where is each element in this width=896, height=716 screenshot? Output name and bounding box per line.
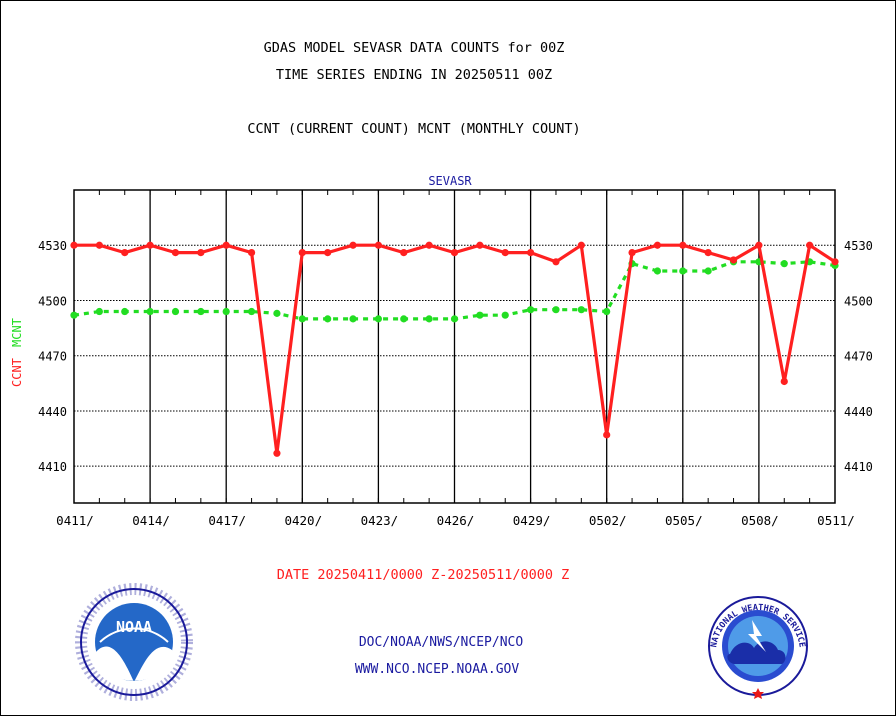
point-mcnt <box>679 267 687 275</box>
point-mcnt <box>501 311 509 319</box>
point-ccnt <box>806 241 814 249</box>
plot-frame <box>73 189 836 504</box>
point-mcnt <box>425 315 433 323</box>
noaa-logo-text: NOAA <box>116 618 152 636</box>
org-line: DOC/NOAA/NWS/NCEP/NCO <box>359 635 524 650</box>
point-mcnt <box>247 307 256 316</box>
point-ccnt <box>146 241 154 249</box>
point-mcnt <box>704 267 712 275</box>
point-mcnt <box>222 307 230 316</box>
point-ccnt <box>324 249 332 257</box>
point-ccnt <box>425 241 433 249</box>
point-ccnt <box>450 249 459 257</box>
point-ccnt <box>273 449 281 457</box>
noaa-logo: NOAA <box>75 583 193 701</box>
point-ccnt <box>527 249 535 257</box>
x-tick-labels: 0411/0414/0417/0420/0423/0426/0429/0502/… <box>56 513 855 528</box>
point-ccnt <box>247 249 256 257</box>
y-tick-label-left: 4500 <box>38 294 67 308</box>
x-tick-label: 0426/ <box>437 513 475 528</box>
point-mcnt <box>197 307 205 316</box>
point-ccnt <box>70 241 78 249</box>
point-ccnt <box>755 241 763 249</box>
point-ccnt <box>704 249 712 257</box>
point-mcnt <box>273 309 281 317</box>
point-ccnt <box>653 241 662 249</box>
chart-subtitle: CCNT (CURRENT COUNT) MCNT (MONTHLY COUNT… <box>247 121 580 137</box>
point-ccnt <box>780 377 788 386</box>
point-mcnt <box>349 315 357 323</box>
y-tick-label-left: 4470 <box>38 350 67 364</box>
y-tick-label-right: 4440 <box>844 405 873 419</box>
nws-logo: NATIONAL WEATHER SERVICE <box>708 596 808 699</box>
point-mcnt <box>527 306 535 314</box>
point-ccnt <box>476 241 484 249</box>
y-tick-label-right: 4410 <box>844 460 873 474</box>
y-tick-label-right: 4530 <box>844 239 873 253</box>
x-tick-label: 0511/ <box>817 513 855 528</box>
ylabel-ccnt: CCNT <box>10 358 24 387</box>
ylabel-mcnt: MCNT <box>10 318 24 347</box>
point-ccnt <box>577 241 585 249</box>
point-mcnt <box>70 311 78 319</box>
point-ccnt <box>628 249 636 257</box>
x-tick-label: 0411/ <box>56 513 94 528</box>
point-ccnt <box>298 249 306 257</box>
point-mcnt <box>171 307 180 316</box>
y-tick-label-right: 4470 <box>844 350 873 364</box>
point-ccnt <box>603 431 611 439</box>
y-tick-label-right: 4500 <box>844 294 873 308</box>
y-tick-label-left: 4440 <box>38 405 67 419</box>
x-tick-label: 0423/ <box>361 513 399 528</box>
point-mcnt <box>374 315 382 323</box>
x-tick-label: 0508/ <box>741 513 779 528</box>
point-ccnt <box>197 249 205 257</box>
x-tick-label: 0417/ <box>208 513 246 528</box>
y-tick-label-left: 4410 <box>38 460 67 474</box>
x-tick-label: 0505/ <box>665 513 703 528</box>
point-mcnt <box>450 315 459 323</box>
grid-lines <box>74 190 835 503</box>
point-mcnt <box>400 315 408 323</box>
point-ccnt <box>400 249 408 257</box>
point-ccnt <box>95 241 103 249</box>
point-ccnt <box>171 249 180 257</box>
plot-title: SEVASR <box>428 174 472 188</box>
point-ccnt <box>729 256 738 264</box>
point-ccnt <box>501 249 509 257</box>
point-mcnt <box>324 315 332 323</box>
point-mcnt <box>476 311 484 319</box>
point-ccnt <box>222 241 230 249</box>
point-mcnt <box>780 260 788 268</box>
point-mcnt <box>121 307 129 316</box>
point-mcnt <box>653 267 662 275</box>
point-ccnt <box>831 258 839 266</box>
url-line: WWW.NCO.NCEP.NOAA.GOV <box>355 662 520 677</box>
point-mcnt <box>552 306 560 314</box>
title-line-1: GDAS MODEL SEVASR DATA COUNTS for 00Z <box>264 40 565 56</box>
series-group <box>70 241 839 457</box>
point-ccnt <box>679 241 687 249</box>
point-mcnt <box>298 315 306 323</box>
x-tick-label: 0420/ <box>284 513 322 528</box>
y-tick-labels: 4410 4410 4440 4440 4470 4470 4500 4500 4530 4530 <box>38 239 873 474</box>
point-ccnt <box>121 249 129 257</box>
date-range-label: DATE 20250411/0000 Z-20250511/0000 Z <box>277 567 570 583</box>
point-mcnt <box>95 307 103 316</box>
point-ccnt <box>552 258 560 266</box>
point-mcnt <box>577 306 585 314</box>
title-line-2: TIME SERIES ENDING IN 20250511 00Z <box>276 67 552 83</box>
point-ccnt <box>374 241 382 249</box>
x-tick-label: 0429/ <box>513 513 551 528</box>
axes <box>73 189 836 504</box>
x-tick-label: 0414/ <box>132 513 170 528</box>
x-tick-label: 0502/ <box>589 513 627 528</box>
y-tick-label-left: 4530 <box>38 239 67 253</box>
point-mcnt <box>603 307 611 316</box>
point-mcnt <box>146 307 154 316</box>
point-ccnt <box>349 241 357 249</box>
